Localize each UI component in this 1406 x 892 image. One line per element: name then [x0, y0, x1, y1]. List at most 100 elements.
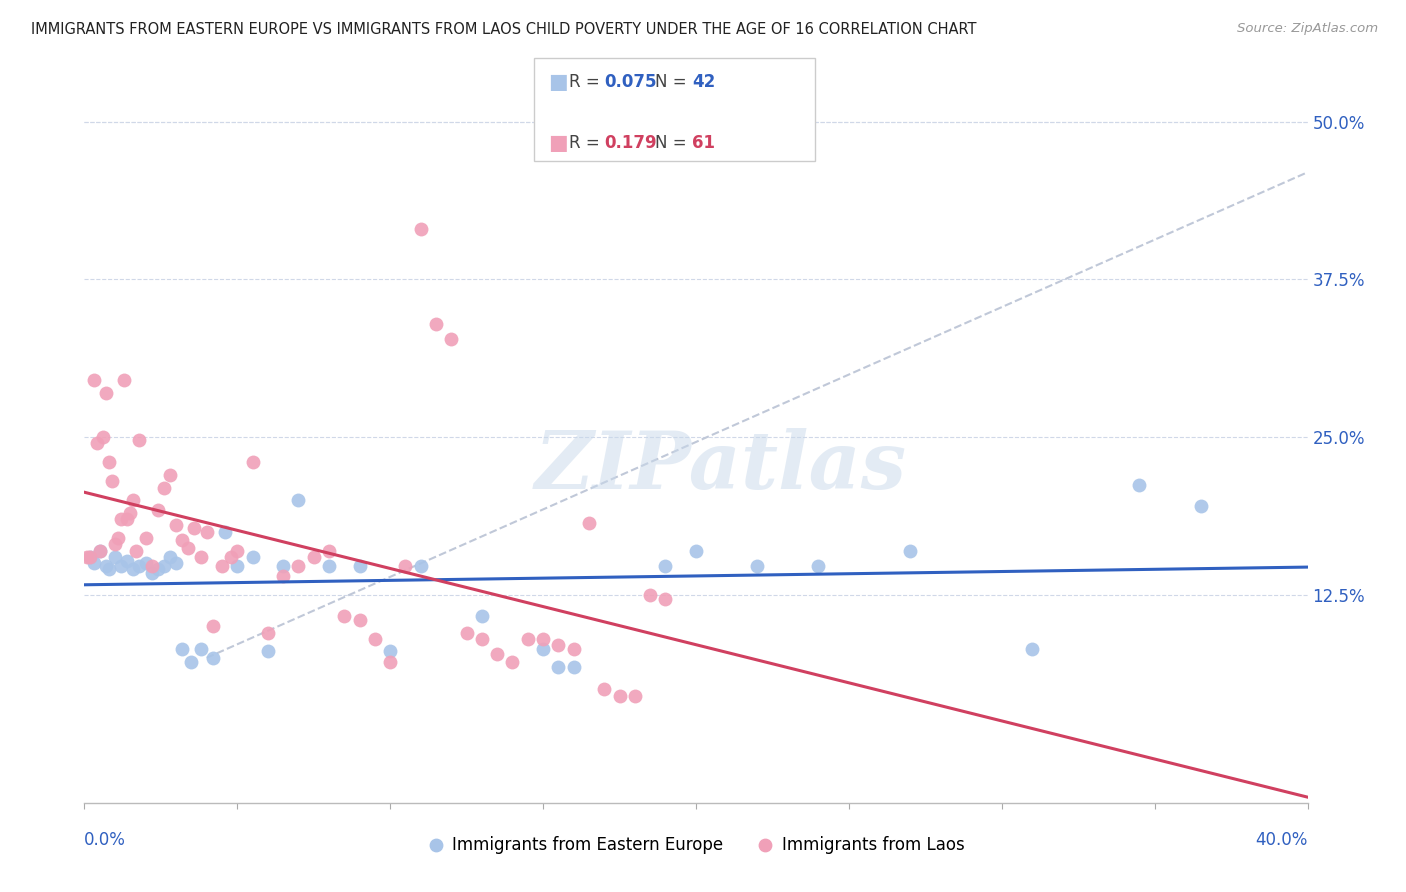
Point [349, 558, 371, 573]
Point [318, 558, 340, 573]
Point [89, 543, 111, 558]
Point [159, 467, 181, 482]
Point [257, 625, 280, 640]
Point [242, 549, 264, 564]
Legend: Immigrants from Eastern Europe, Immigrants from Laos: Immigrants from Eastern Europe, Immigran… [420, 829, 972, 860]
Point [83, 373, 105, 387]
Point [747, 558, 769, 573]
Point [271, 558, 294, 573]
Point [440, 332, 463, 346]
Point [1189, 500, 1212, 514]
Point [1021, 642, 1043, 657]
Point [146, 562, 169, 576]
Point [128, 558, 150, 573]
Text: 0.179: 0.179 [605, 134, 657, 152]
Point [79, 549, 101, 564]
Point [318, 543, 340, 558]
Point [547, 638, 569, 652]
Point [807, 558, 830, 573]
Point [287, 558, 309, 573]
Point [101, 474, 124, 488]
Point [502, 655, 524, 669]
Point [516, 632, 538, 646]
Point [547, 659, 569, 673]
Point [471, 632, 494, 646]
Point [219, 549, 242, 564]
Point [638, 588, 661, 602]
Point [471, 609, 494, 624]
Point [654, 591, 676, 606]
Point [94, 386, 117, 401]
Point [89, 543, 111, 558]
Point [609, 689, 631, 703]
Point [122, 493, 145, 508]
Point [180, 655, 202, 669]
Point [409, 558, 432, 573]
Text: Source: ZipAtlas.com: Source: ZipAtlas.com [1237, 22, 1378, 36]
Point [578, 516, 600, 530]
Text: 0.075: 0.075 [605, 73, 657, 91]
Point [125, 543, 148, 558]
Point [146, 503, 169, 517]
Text: ZIPatlas: ZIPatlas [534, 427, 907, 505]
Point [135, 556, 157, 570]
Point [562, 659, 585, 673]
Point [79, 549, 101, 564]
Point [141, 558, 163, 573]
Point [83, 556, 105, 570]
Point [425, 317, 447, 331]
Point [257, 644, 280, 658]
Text: N =: N = [655, 134, 692, 152]
Point [172, 642, 194, 657]
Point [76, 549, 98, 564]
Point [380, 655, 402, 669]
Point [456, 625, 478, 640]
Point [195, 524, 218, 539]
Point [172, 533, 194, 548]
Point [115, 554, 138, 568]
Point [159, 549, 181, 564]
Point [302, 549, 325, 564]
Text: ■: ■ [548, 72, 568, 92]
Point [201, 619, 224, 633]
Text: 61: 61 [692, 134, 714, 152]
Point [91, 430, 114, 444]
Text: 40.0%: 40.0% [1256, 830, 1308, 848]
Point [97, 455, 120, 469]
Point [97, 562, 120, 576]
Point [165, 518, 187, 533]
Text: 0.0%: 0.0% [84, 830, 127, 848]
Point [112, 373, 135, 387]
Point [104, 537, 127, 551]
Point [86, 436, 108, 450]
Point [141, 566, 163, 581]
Point [287, 493, 309, 508]
Point [271, 569, 294, 583]
Point [531, 642, 554, 657]
Point [153, 558, 176, 573]
Point [1128, 478, 1150, 492]
Point [486, 647, 509, 661]
Point [349, 613, 371, 627]
Point [226, 543, 249, 558]
Point [183, 521, 205, 535]
Point [110, 512, 132, 526]
Point [654, 558, 676, 573]
Text: 42: 42 [692, 73, 716, 91]
Point [380, 644, 402, 658]
Point [153, 481, 176, 495]
Point [177, 541, 200, 555]
Point [593, 682, 616, 697]
Text: IMMIGRANTS FROM EASTERN EUROPE VS IMMIGRANTS FROM LAOS CHILD POVERTY UNDER THE A: IMMIGRANTS FROM EASTERN EUROPE VS IMMIGR… [31, 22, 976, 37]
Point [211, 558, 233, 573]
Text: ■: ■ [548, 133, 568, 153]
Text: R =: R = [569, 134, 606, 152]
Point [562, 642, 585, 657]
Point [165, 556, 187, 570]
Point [333, 609, 356, 624]
Point [94, 558, 117, 573]
Point [115, 512, 138, 526]
Point [122, 562, 145, 576]
Point [190, 642, 212, 657]
Point [135, 531, 157, 545]
